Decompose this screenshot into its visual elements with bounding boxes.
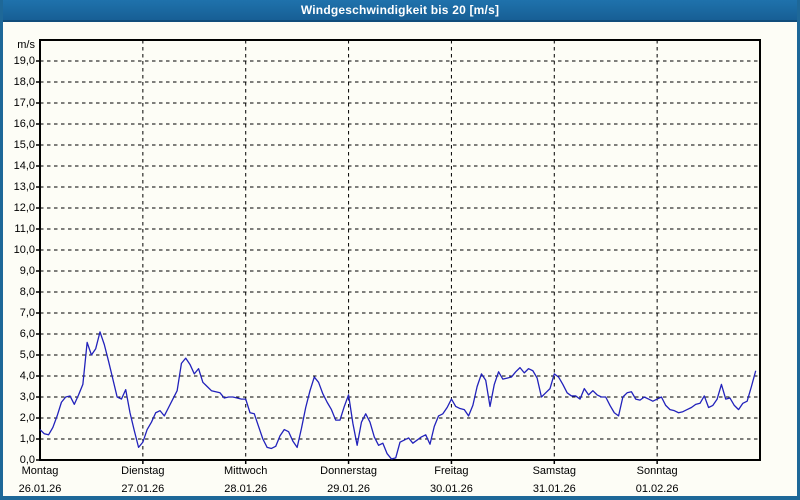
x-date-label: 27.01.26 (121, 483, 164, 496)
chart-area: 0,01,02,03,04,05,06,07,08,09,010,011,012… (0, 22, 800, 496)
y-tick-label: 2,0 (0, 412, 35, 424)
y-tick-label: 4,0 (0, 370, 35, 382)
x-day-label: Mittwoch (224, 465, 267, 478)
y-axis-unit-label: m/s (0, 39, 35, 51)
y-tick-label: 5,0 (0, 349, 35, 361)
y-tick-label: 14,0 (0, 160, 35, 172)
wind-speed-chart (40, 40, 760, 460)
y-tick-label: 13,0 (0, 181, 35, 193)
x-day-label: Samstag (533, 465, 576, 478)
x-day-label: Montag (22, 465, 59, 478)
chart-window: Windgeschwindigkeit bis 20 [m/s] 0,01,02… (0, 0, 800, 500)
x-date-label: 29.01.26 (327, 483, 370, 496)
x-day-label: Donnerstag (320, 465, 377, 478)
y-tick-label: 18,0 (0, 76, 35, 88)
y-tick-label: 9,0 (0, 265, 35, 277)
wind-speed-line (40, 332, 756, 459)
y-tick-label: 19,0 (0, 55, 35, 67)
x-day-label: Sonntag (637, 465, 678, 478)
x-date-label: 26.01.26 (19, 483, 62, 496)
y-tick-label: 7,0 (0, 307, 35, 319)
y-tick-label: 6,0 (0, 328, 35, 340)
window-title: Windgeschwindigkeit bis 20 [m/s] (301, 3, 499, 17)
x-date-label: 31.01.26 (533, 483, 576, 496)
y-tick-label: 15,0 (0, 139, 35, 151)
y-tick-label: 3,0 (0, 391, 35, 403)
y-tick-label: 16,0 (0, 118, 35, 130)
y-tick-label: 8,0 (0, 286, 35, 298)
y-tick-label: 11,0 (0, 223, 35, 235)
x-date-label: 28.01.26 (224, 483, 267, 496)
x-date-label: 01.02.26 (636, 483, 679, 496)
x-day-label: Freitag (434, 465, 468, 478)
y-tick-label: 12,0 (0, 202, 35, 214)
x-day-label: Dienstag (121, 465, 164, 478)
y-tick-label: 1,0 (0, 433, 35, 445)
y-tick-label: 10,0 (0, 244, 35, 256)
x-date-label: 30.01.26 (430, 483, 473, 496)
y-tick-label: 17,0 (0, 97, 35, 109)
title-bar: Windgeschwindigkeit bis 20 [m/s] (0, 0, 800, 22)
